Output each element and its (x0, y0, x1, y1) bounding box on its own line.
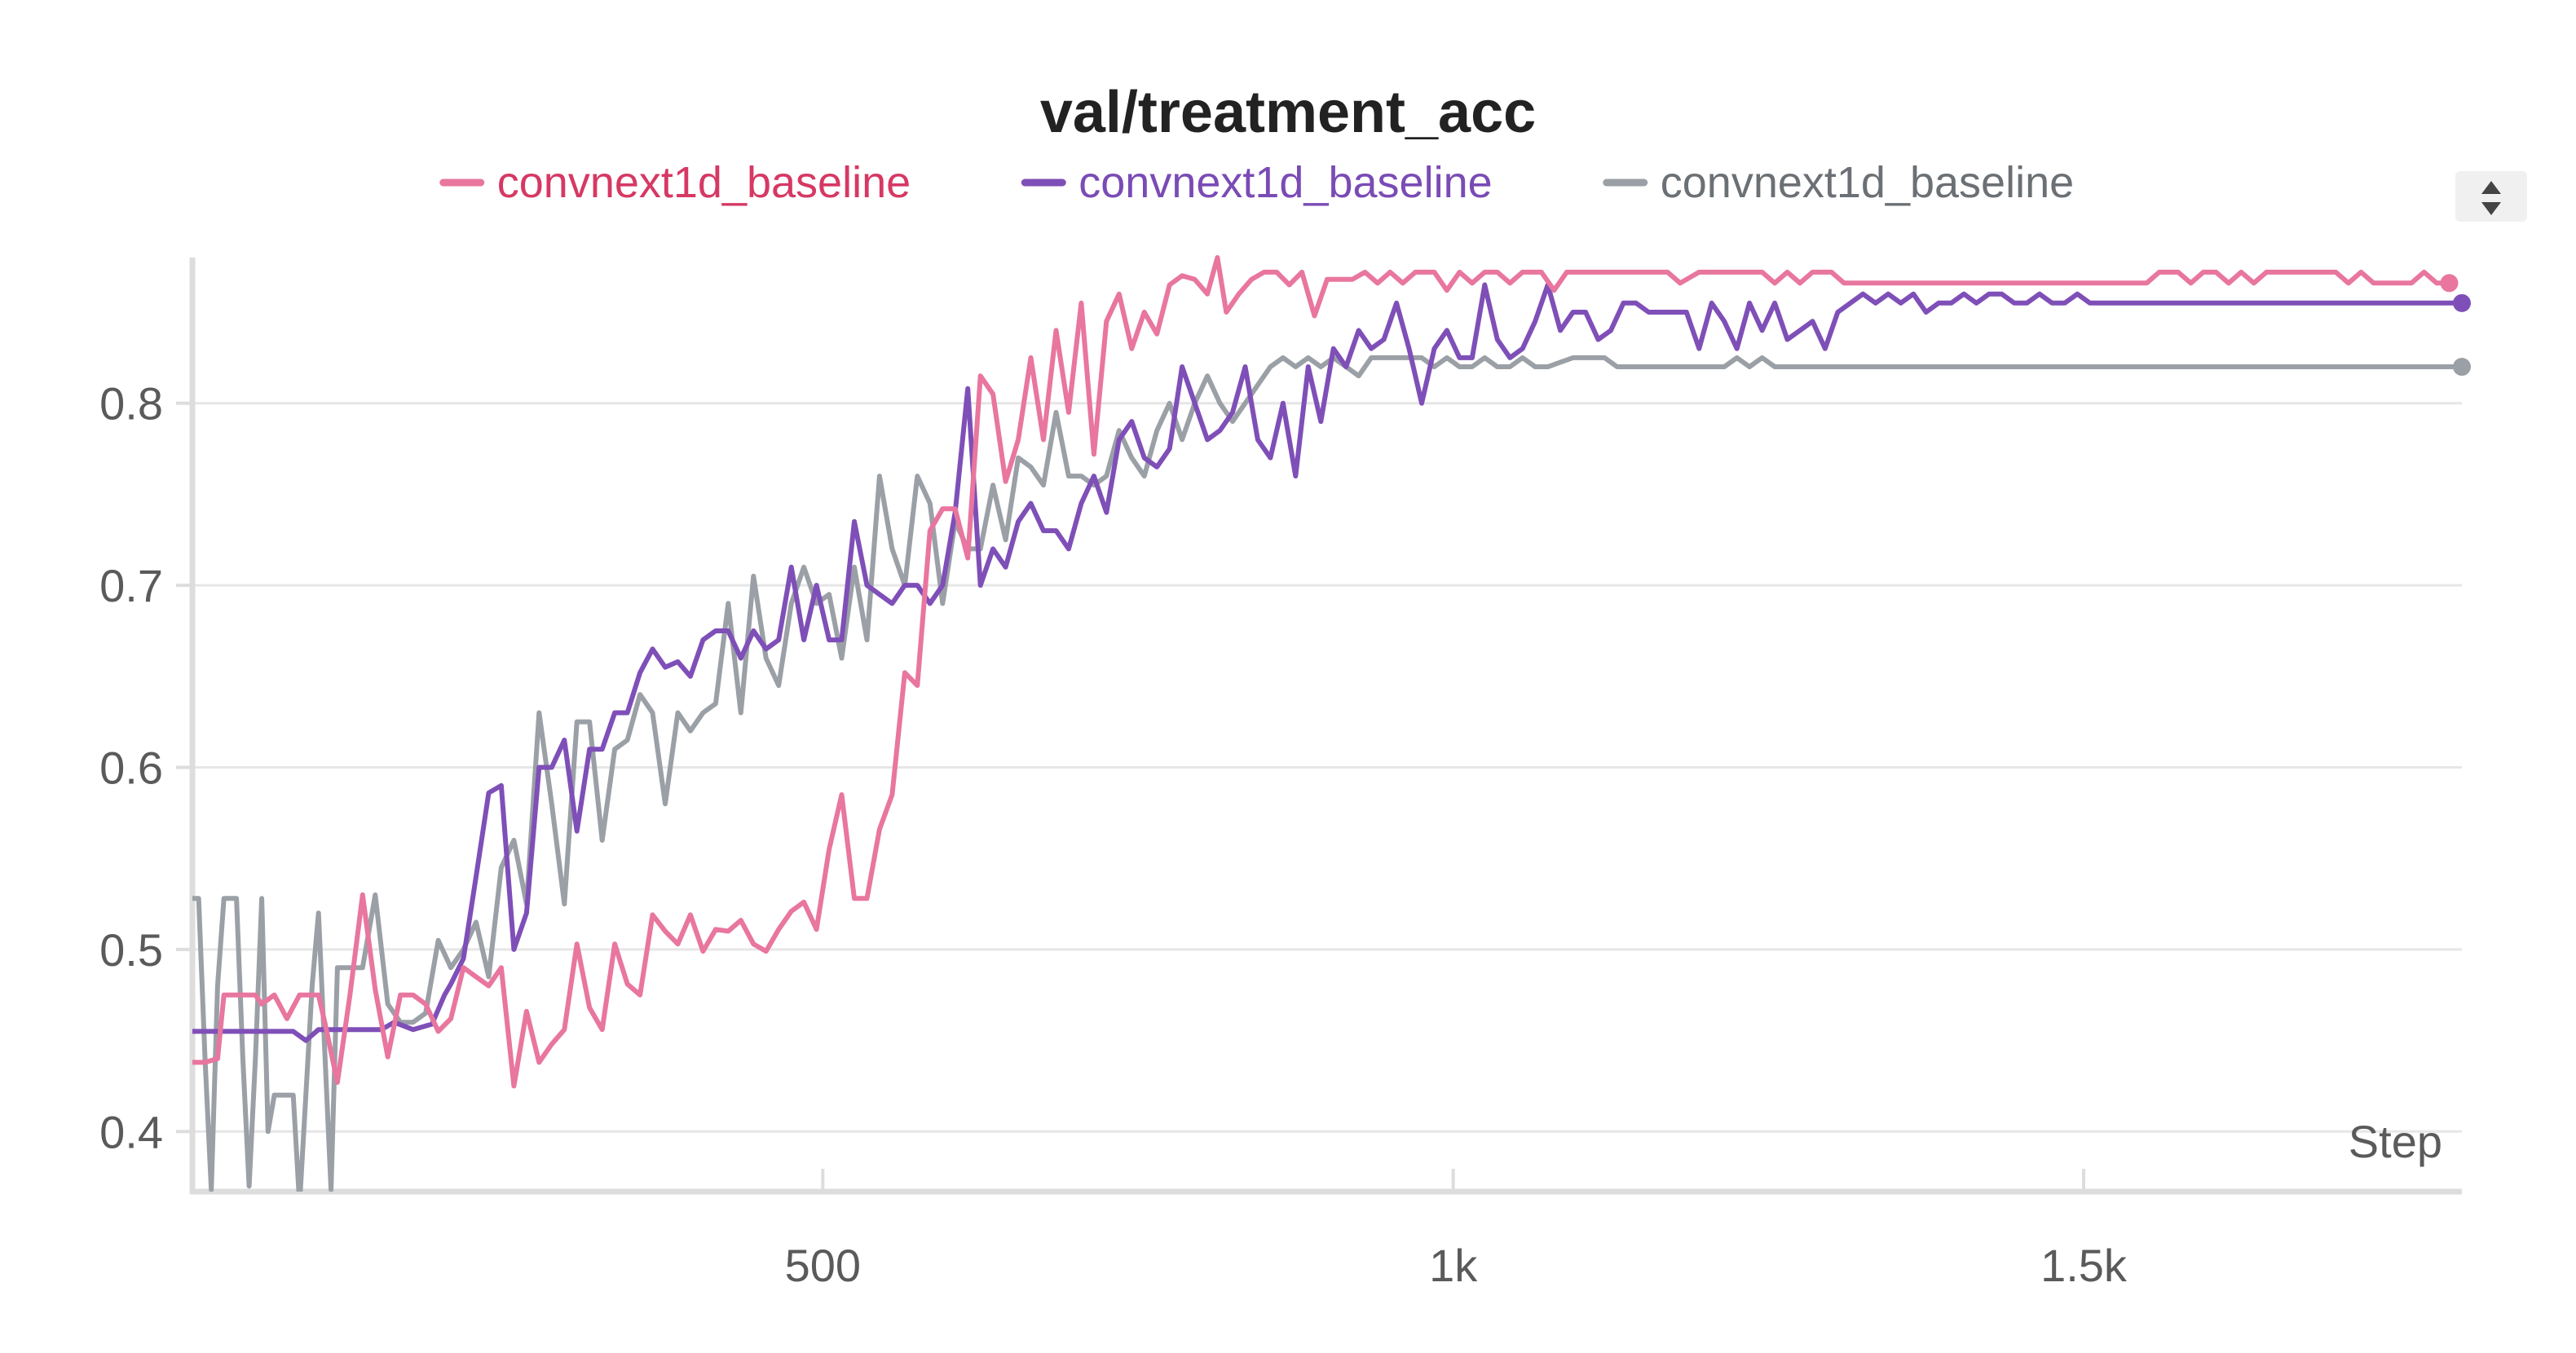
legend-item-2[interactable]: convnext1d_baseline (1021, 158, 1493, 207)
x-tick-label: 1k (1429, 1240, 1478, 1291)
legend-label: convnext1d_baseline (497, 158, 911, 207)
series-line-2 (192, 282, 2464, 1043)
series-end-marker-2 (2453, 293, 2471, 312)
sort-descending-icon[interactable] (2481, 202, 2501, 215)
legend-label: convnext1d_baseline (1661, 158, 2074, 207)
legend-item-1[interactable]: convnext1d_baseline (439, 158, 911, 207)
grid (192, 402, 2462, 1133)
x-axis-title: Step (2349, 1116, 2442, 1167)
y-tick-label: 0.6 (99, 742, 163, 793)
legend: convnext1d_baseline convnext1d_baseline co… (439, 158, 2074, 207)
legend-label: convnext1d_baseline (1078, 158, 1492, 207)
series-line-3 (192, 355, 2464, 1192)
sort-ascending-icon[interactable] (2481, 181, 2501, 194)
y-tick-label: 0.4 (99, 1106, 163, 1157)
series-lines (192, 255, 2464, 1192)
series-end-marker-1 (2440, 274, 2459, 293)
y-tick-label: 0.5 (99, 924, 163, 976)
axes: 0.4 0.5 0.6 0.7 0.8 500 1k 1.5k (99, 258, 2462, 1291)
legend-sort-control[interactable] (2455, 171, 2527, 222)
y-tick-label: 0.8 (99, 378, 163, 430)
end-markers (2440, 274, 2471, 377)
legend-item-3[interactable]: convnext1d_baseline (1603, 158, 2074, 207)
x-tick-label: 500 (785, 1240, 861, 1291)
series-end-marker-3 (2453, 358, 2471, 377)
x-tick-label: 1.5k (2040, 1240, 2128, 1291)
chart-title: val/treatment_acc (1040, 80, 1536, 145)
y-tick-label: 0.7 (99, 560, 163, 611)
series-line-1 (192, 255, 2452, 1089)
